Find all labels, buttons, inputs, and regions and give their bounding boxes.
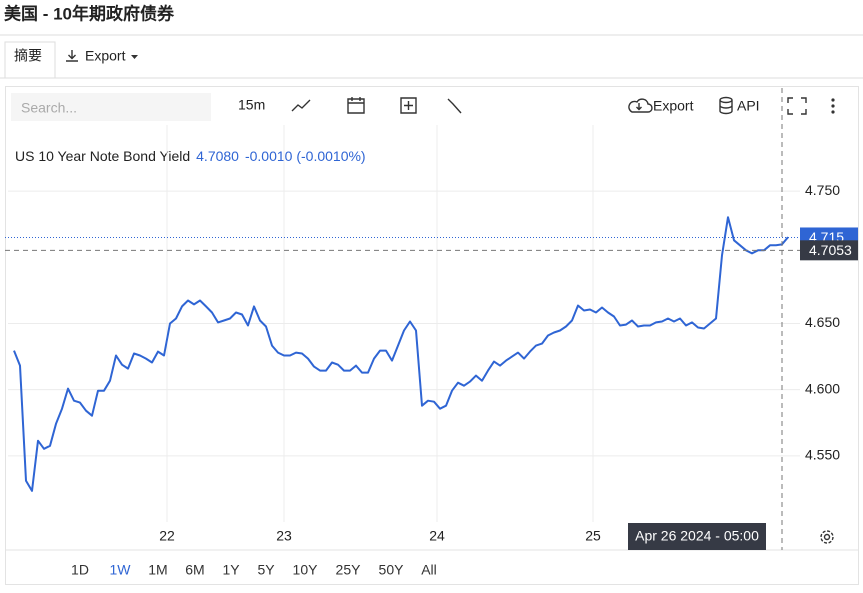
x-tick-label: 24 xyxy=(429,528,445,544)
range-button[interactable]: All xyxy=(421,562,437,578)
export-button[interactable]: Export xyxy=(653,98,694,114)
x-tick-label: 25 xyxy=(585,528,601,544)
search-box[interactable] xyxy=(11,93,211,121)
api-icon xyxy=(719,96,733,115)
legend-item: US 10 Year Note Bond Yield xyxy=(15,148,190,164)
export-icon[interactable] xyxy=(628,98,653,113)
settings-icon[interactable] xyxy=(447,98,462,114)
tab[interactable]: 摘要 xyxy=(14,48,42,64)
legend-item: -0.0010 (-0.0010%) xyxy=(245,148,366,164)
range-button[interactable]: 6M xyxy=(185,562,204,578)
legend: US 10 Year Note Bond Yield 4.7080 -0.0010 … xyxy=(15,148,366,164)
tab-border xyxy=(4,41,56,78)
legend-item: 4.7080 xyxy=(196,148,239,164)
range-button[interactable]: 50Y xyxy=(379,562,405,578)
crosshair-x-box xyxy=(628,523,766,550)
range-button[interactable]: 5Y xyxy=(257,562,275,578)
widget xyxy=(5,86,859,585)
download-icon xyxy=(66,50,78,62)
range-button[interactable]: 1W xyxy=(110,562,132,578)
fullscreen-icon[interactable] xyxy=(787,97,807,115)
line xyxy=(13,216,789,492)
x-tick-label: 23 xyxy=(276,528,292,544)
range-button[interactable]: 1M xyxy=(148,562,167,578)
range-button[interactable]: 1D xyxy=(71,562,89,578)
range-button[interactable]: 25Y xyxy=(336,562,362,578)
x-tick-label: 22 xyxy=(159,528,175,544)
calendar-icon[interactable] xyxy=(347,97,365,114)
tab[interactable]: Export xyxy=(85,48,126,64)
crosshair-x-label: Apr 26 2024 - 05:00 xyxy=(635,528,759,544)
chart-type-icon[interactable] xyxy=(291,99,311,112)
interval[interactable]: 15m xyxy=(238,97,265,113)
y-tick-label: 4.600 xyxy=(805,380,840,396)
search-placeholder: Search... xyxy=(21,100,77,116)
api-button[interactable]: API xyxy=(737,98,760,114)
y-tick-label: 4.650 xyxy=(805,314,840,330)
menu-icon[interactable] xyxy=(831,98,835,114)
indicator-icon[interactable] xyxy=(400,97,417,114)
range-button[interactable]: 10Y xyxy=(293,562,319,578)
y-tick-label: 4.550 xyxy=(805,447,840,463)
crosshair-y-label: 4.7053 xyxy=(809,242,852,258)
caret xyxy=(131,55,138,59)
page-title: 美国 - 10年期政府债券 xyxy=(4,3,175,23)
crosshair-y-box xyxy=(800,240,858,261)
gear-icon[interactable] xyxy=(820,530,834,544)
y-tick-label: 4.750 xyxy=(805,182,840,198)
range-button[interactable]: 1Y xyxy=(222,562,240,578)
